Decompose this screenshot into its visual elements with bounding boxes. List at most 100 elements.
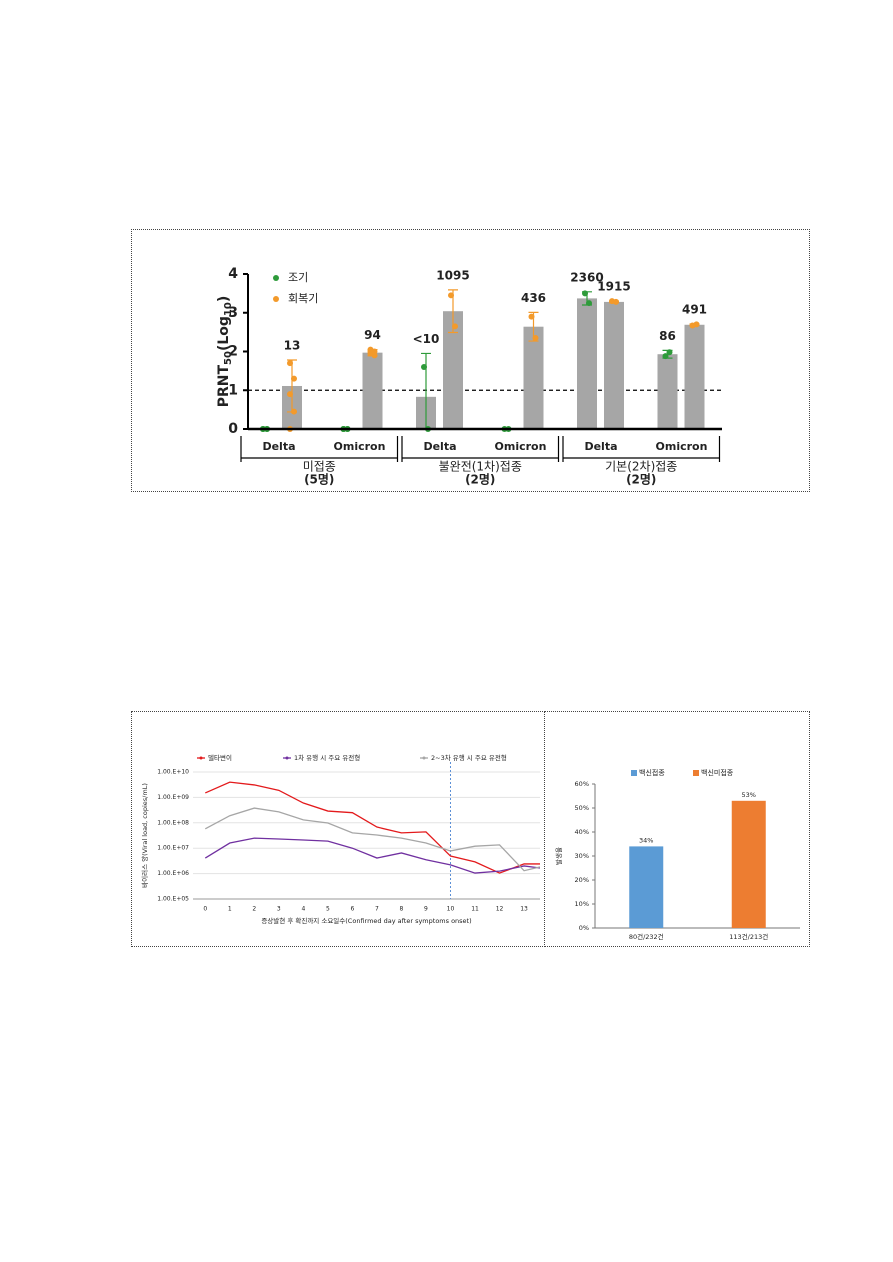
y-axis-label-part: ) bbox=[216, 296, 232, 302]
x-axis-label: 증상발현 후 확진까지 소요일수(Confirmed day after sym… bbox=[261, 916, 471, 925]
data-point bbox=[662, 353, 669, 360]
viral-load-chart: 1.00.E+05 1.00.E+06 1.00.E+07 1.00.E+08 1.00… bbox=[140, 753, 540, 925]
data-point bbox=[287, 391, 293, 398]
x-tick-label: 2 bbox=[252, 906, 256, 913]
y-tick-label: 40% bbox=[575, 828, 589, 836]
y-tick-label: 30% bbox=[575, 852, 589, 860]
x-tick-label: 1 bbox=[228, 906, 232, 913]
y-axis-label-part: PRNT bbox=[216, 365, 232, 408]
y-axis-label: PRNT50(Log10) bbox=[216, 296, 234, 408]
data-point bbox=[421, 364, 427, 370]
value-label: 436 bbox=[521, 291, 546, 305]
x-tick-label: 5 bbox=[326, 906, 330, 913]
y-tick-label: 0 bbox=[228, 421, 238, 437]
group-bracket bbox=[562, 436, 721, 462]
legend-label: 1차 유행 시 주요 유전형 bbox=[294, 753, 360, 762]
legend-marker bbox=[199, 756, 203, 760]
value-label: 1915 bbox=[597, 280, 630, 294]
x-tick-label: 4 bbox=[301, 906, 305, 913]
group-n: (2명) bbox=[465, 473, 495, 487]
x-tick-label: 13 bbox=[520, 906, 528, 913]
data-point bbox=[528, 313, 535, 320]
value-label: 94 bbox=[364, 328, 381, 342]
value-label: 1095 bbox=[436, 268, 469, 282]
legend-marker bbox=[422, 756, 426, 760]
bar bbox=[577, 298, 597, 429]
y-tick-label: 1.00.E+06 bbox=[157, 870, 189, 877]
y-axis-label-part: 50 bbox=[223, 351, 234, 365]
group-n: (5명) bbox=[304, 473, 334, 487]
legend-marker bbox=[273, 275, 279, 281]
y-tick-label: 10% bbox=[575, 900, 589, 908]
legend-marker bbox=[285, 756, 289, 760]
bar bbox=[443, 311, 463, 429]
value-label: <10 bbox=[413, 332, 440, 346]
value-label: 491 bbox=[682, 302, 707, 316]
x-tick-label: 9 bbox=[424, 906, 428, 913]
y-tick-label: 3 bbox=[228, 305, 238, 321]
y-tick-label: 0% bbox=[579, 924, 589, 932]
data-point bbox=[291, 375, 297, 382]
legend-marker bbox=[273, 296, 279, 302]
y-tick-label: 20% bbox=[575, 876, 589, 884]
legend-swatch bbox=[693, 770, 699, 776]
y-axis-label-part: (Log bbox=[216, 316, 232, 351]
data-point bbox=[367, 348, 374, 355]
bar bbox=[362, 352, 383, 429]
bar bbox=[523, 326, 544, 429]
x-tick-label: Omicron bbox=[334, 440, 386, 453]
bar bbox=[684, 324, 705, 429]
plot bbox=[204, 781, 540, 874]
data-point bbox=[582, 290, 588, 297]
series-line bbox=[204, 781, 540, 874]
y-tick-label: 1.00.E+10 bbox=[157, 769, 189, 776]
bar bbox=[604, 301, 624, 429]
x-tick-label: 6 bbox=[350, 906, 354, 913]
x-tick-label: 7 bbox=[375, 906, 379, 913]
value-label: 13 bbox=[284, 339, 301, 353]
y-tick-label: 4 bbox=[228, 266, 238, 282]
group-label: 불완전(1차)접종 bbox=[439, 460, 522, 474]
data-point bbox=[586, 300, 592, 307]
legend-label: 백신미접종 bbox=[701, 768, 734, 777]
series-line bbox=[204, 807, 540, 872]
x-tick-label: Delta bbox=[262, 440, 295, 453]
y-axis-label: 발생율 bbox=[554, 847, 563, 865]
y-tick-label: 2 bbox=[228, 344, 238, 360]
value-label: 53% bbox=[742, 791, 756, 799]
x-tick-label: 11 bbox=[471, 906, 479, 913]
data-point bbox=[287, 360, 293, 367]
y-tick-label: 1.00.E+09 bbox=[157, 794, 189, 801]
y-axis-label-part: 10 bbox=[223, 302, 234, 316]
value-label: 86 bbox=[659, 329, 676, 343]
x-tick-label: Omicron bbox=[495, 440, 547, 453]
x-tick-label: 80건/232건 bbox=[629, 932, 664, 941]
bar bbox=[629, 846, 664, 928]
data-point bbox=[371, 352, 378, 359]
x-tick-label: 10 bbox=[447, 906, 455, 913]
data-point bbox=[666, 349, 673, 356]
data-point bbox=[532, 334, 539, 341]
legend-label: 조기 bbox=[288, 271, 308, 284]
data-point bbox=[452, 323, 458, 330]
y-tick-label: 60% bbox=[575, 780, 589, 788]
x-tick-label: Delta bbox=[423, 440, 456, 453]
x-tick-label: 12 bbox=[496, 906, 504, 913]
legend-label: 2~3차 유행 시 주요 유전형 bbox=[431, 753, 507, 762]
legend-label: 백신접종 bbox=[639, 768, 665, 777]
y-tick-label: 1.00.E+05 bbox=[157, 896, 189, 903]
legend-swatch bbox=[631, 770, 637, 776]
figure-frame bbox=[131, 229, 810, 492]
y-axis-label: 바이러스 양(Viral load, copies/mL) bbox=[140, 783, 149, 888]
value-label: 2360 bbox=[570, 270, 603, 284]
x-tick-label: 0 bbox=[203, 906, 207, 913]
x-tick-label: Omicron bbox=[656, 440, 708, 453]
y-tick-label: 50% bbox=[575, 804, 589, 812]
data-point bbox=[448, 292, 454, 299]
data-point bbox=[291, 408, 297, 415]
figure-frame bbox=[544, 711, 810, 947]
series-line bbox=[204, 837, 540, 874]
bar bbox=[657, 354, 678, 429]
incidence-chart: 0% 10% 20% 30% 40% 50% 60% 34% 80건/232건 53% 113건/2… bbox=[554, 768, 800, 941]
